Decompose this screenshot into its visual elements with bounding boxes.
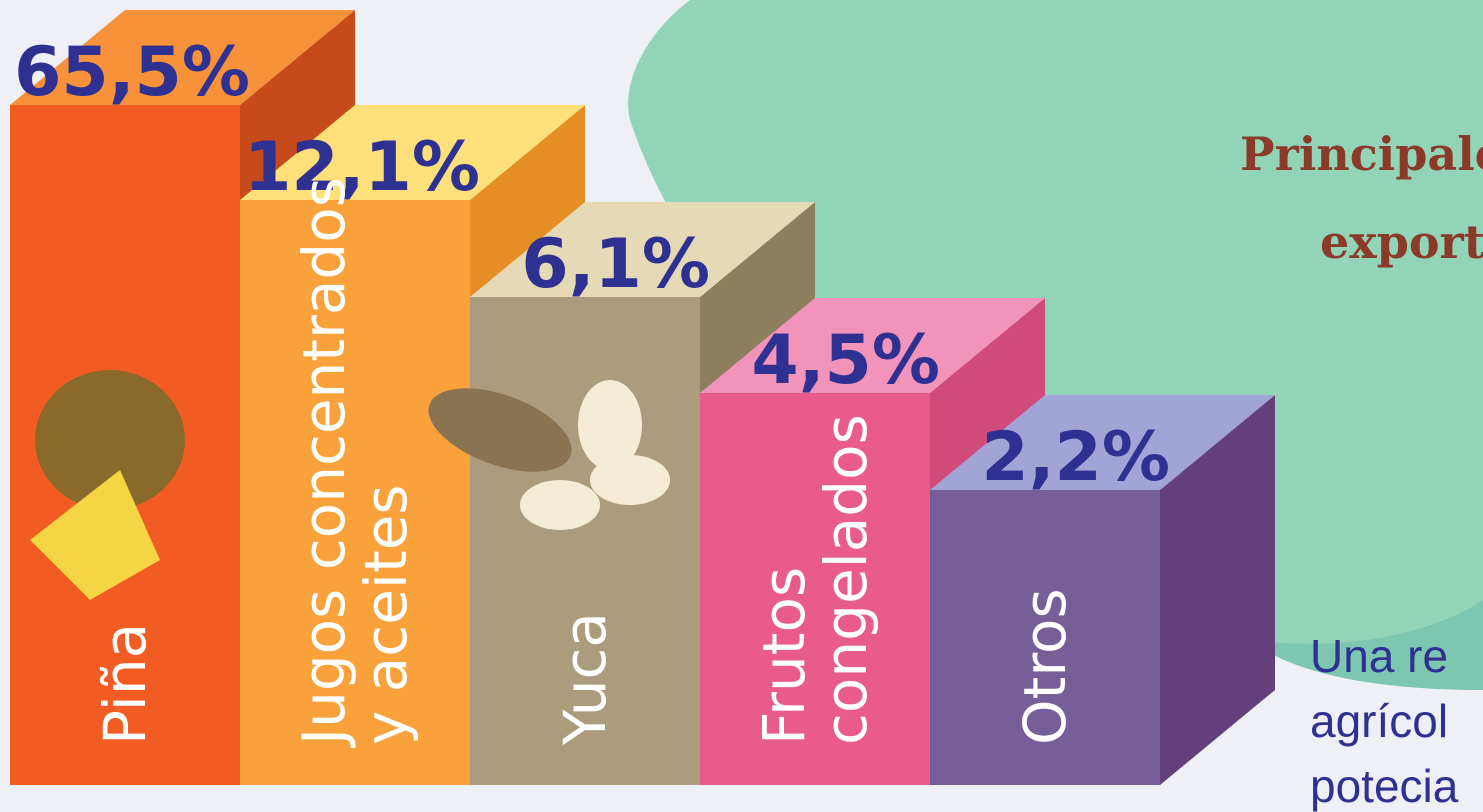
percent-label: 12,1% [244,128,480,207]
yuca-slice [590,455,670,505]
infographic: 65,5% Piña 12,1%Jugos concentradosy aceite… [0,0,1483,812]
bar-label: Yuca [551,612,619,746]
percent-label: 2,2% [981,418,1170,497]
bar-label: Jugos concentrados [290,177,358,748]
yuca-slice [520,480,600,530]
bar-label: Otros [1011,588,1079,745]
percent-label: 6,1% [521,225,710,304]
title-line: Principales pro [1240,127,1483,181]
bar-label: congelados [812,414,880,745]
bar-label: Piña [91,623,159,745]
percent-label: 65,5% [14,33,250,112]
body-line: agrícol [1310,695,1448,747]
title-line: exportación [1320,215,1483,269]
bar-label: Frutos [750,567,818,745]
body-line: Una re [1310,630,1448,682]
percent-label: 4,5% [751,321,940,400]
bar-label: y aceites [352,484,420,745]
page: {"title": {"lines": ["Principales pro", … [0,0,1483,812]
body-line: potecia [1310,760,1459,812]
